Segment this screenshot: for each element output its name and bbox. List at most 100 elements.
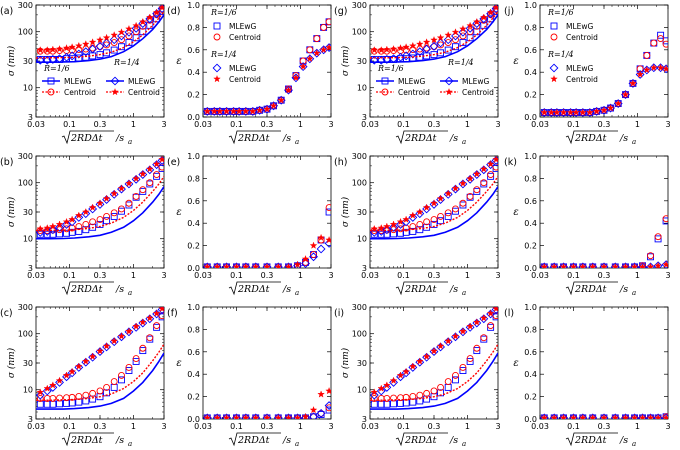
data-point-star <box>630 262 639 268</box>
data-point-circle <box>310 413 317 419</box>
data-point-circle <box>423 389 431 397</box>
data-point-star <box>579 108 587 116</box>
data-point-square <box>370 230 378 238</box>
x-tick-label: 0.1 <box>567 120 580 129</box>
legend-marker <box>111 88 119 96</box>
data-point-diamond <box>401 217 411 227</box>
data-point-star <box>88 38 97 46</box>
y-tick-label: 0.2 <box>524 393 537 402</box>
series-line-mlewg-theory <box>36 14 164 64</box>
data-point-diamond <box>124 27 134 37</box>
x-tick-label: 0.03 <box>531 120 549 129</box>
y-tick-label: 0.8 <box>524 325 537 334</box>
data-point-diamond <box>396 372 405 382</box>
axes-frame <box>369 306 499 420</box>
data-point-square <box>409 398 417 406</box>
x-axis-label-tail: /s <box>282 284 291 295</box>
data-point-star <box>451 184 460 192</box>
x-axis-label: 2RDΔt/s a <box>565 281 636 297</box>
data-point-star <box>459 327 467 335</box>
series-line-mlewg-theory <box>370 352 498 410</box>
y-tick-label: 300 <box>352 303 367 312</box>
legend: R=1/6 R=1/4 MLEwG Centroid MLEwG Centroid <box>42 58 160 97</box>
data-point-circle <box>466 192 474 200</box>
data-point-square <box>132 357 140 365</box>
data-point-diamond <box>370 390 379 400</box>
data-point-star <box>444 31 452 39</box>
data-point-star <box>43 384 52 392</box>
legend-header: R=1/4 <box>113 58 140 67</box>
data-point-star <box>540 413 549 419</box>
data-point-circle <box>390 394 398 402</box>
data-point-circle <box>480 179 488 187</box>
y-tick-label: 0.6 <box>524 197 537 206</box>
x-tick-label: 3 <box>495 120 500 129</box>
data-point-diamond <box>88 44 98 54</box>
data-point-square <box>383 230 391 238</box>
x-axis-label: 2RDΔt/s a <box>395 432 466 448</box>
data-point-star <box>242 107 250 115</box>
legend-marker <box>549 63 559 73</box>
data-point-star <box>459 24 467 33</box>
data-point-star <box>646 262 655 268</box>
data-point-star <box>654 261 662 268</box>
y-tick-label: 0.0 <box>187 415 200 424</box>
series-line-mlewg-theory <box>36 352 164 410</box>
data-point-square <box>459 201 467 209</box>
axes-frame <box>539 4 669 118</box>
x-tick-label: 0.1 <box>397 120 410 129</box>
legend: R=1/6 MLEwG Centroid R=1/4 MLEwG Centroid <box>547 8 598 84</box>
data-point-star <box>235 107 243 115</box>
data-point-diamond <box>74 212 84 222</box>
data-point-star <box>36 46 45 54</box>
data-point-star <box>396 217 405 226</box>
radical-sign <box>61 130 114 145</box>
data-point-star <box>62 217 71 226</box>
legend-label: Centroid <box>398 88 430 97</box>
data-point-star <box>274 413 283 419</box>
data-point-square <box>63 399 70 407</box>
data-point-diamond <box>95 41 105 51</box>
data-point-circle <box>310 251 317 259</box>
data-point-star <box>222 413 231 419</box>
legend-marker <box>110 76 120 86</box>
x-axis-label-tail: /s <box>282 133 291 144</box>
x-tick-label: 3 <box>495 271 500 280</box>
data-point-star <box>569 262 578 268</box>
y-tick-label: 0.2 <box>187 91 200 100</box>
data-point-star <box>96 347 104 355</box>
y-tick-label: 0.6 <box>187 46 200 55</box>
data-point-circle <box>153 171 161 178</box>
y-tick-label: 30 <box>357 359 367 368</box>
data-point-circle <box>452 205 459 213</box>
data-point-star <box>203 262 212 268</box>
y-tick-label: 0.0 <box>524 415 537 424</box>
data-point-circle <box>89 389 97 397</box>
data-point-circle <box>662 40 668 48</box>
data-point-circle <box>459 199 467 207</box>
legend-marker <box>550 75 558 83</box>
data-point-circle <box>459 32 467 40</box>
data-point-star <box>117 28 126 36</box>
data-point-star <box>630 413 639 419</box>
data-point-circle <box>146 179 154 187</box>
legend: R=1/6 MLEwG Centroid R=1/4 MLEwG Centroid <box>210 8 261 84</box>
y-tick-label: 10 <box>23 235 33 244</box>
panel-label: (c) <box>0 308 13 319</box>
y-tick-label: 300 <box>352 152 367 161</box>
data-point-star <box>325 43 331 51</box>
legend-label: MLEwG <box>398 77 426 86</box>
x-axis-label-radical: 2RDΔt <box>404 284 437 295</box>
data-point-diamond <box>422 204 432 214</box>
y-tick-label: 10 <box>23 386 33 395</box>
data-point-circle <box>146 334 154 342</box>
data-point-star <box>377 384 386 392</box>
data-point-square <box>56 400 64 408</box>
legend-header: R=1/4 <box>447 58 474 67</box>
data-point-diamond <box>48 382 58 392</box>
y-tick-label: 0.6 <box>524 46 537 55</box>
y-tick-label: 0.0 <box>187 264 200 273</box>
panel-label: (e) <box>167 157 180 168</box>
data-point-star <box>49 45 57 53</box>
